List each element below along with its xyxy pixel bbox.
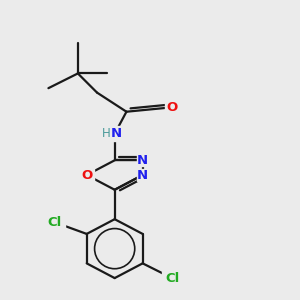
Text: O: O	[81, 169, 92, 182]
Text: O: O	[167, 101, 178, 114]
Text: Cl: Cl	[165, 272, 179, 285]
Text: N: N	[137, 169, 148, 182]
Text: H: H	[101, 127, 110, 140]
Bar	[79, 169, 94, 181]
Bar	[137, 169, 148, 181]
Bar	[102, 126, 127, 141]
Text: N: N	[111, 127, 122, 140]
Bar	[137, 154, 148, 166]
Bar	[44, 215, 64, 230]
Text: N: N	[137, 154, 148, 167]
Bar	[165, 100, 179, 115]
Bar	[162, 271, 182, 285]
Text: Cl: Cl	[47, 216, 62, 229]
